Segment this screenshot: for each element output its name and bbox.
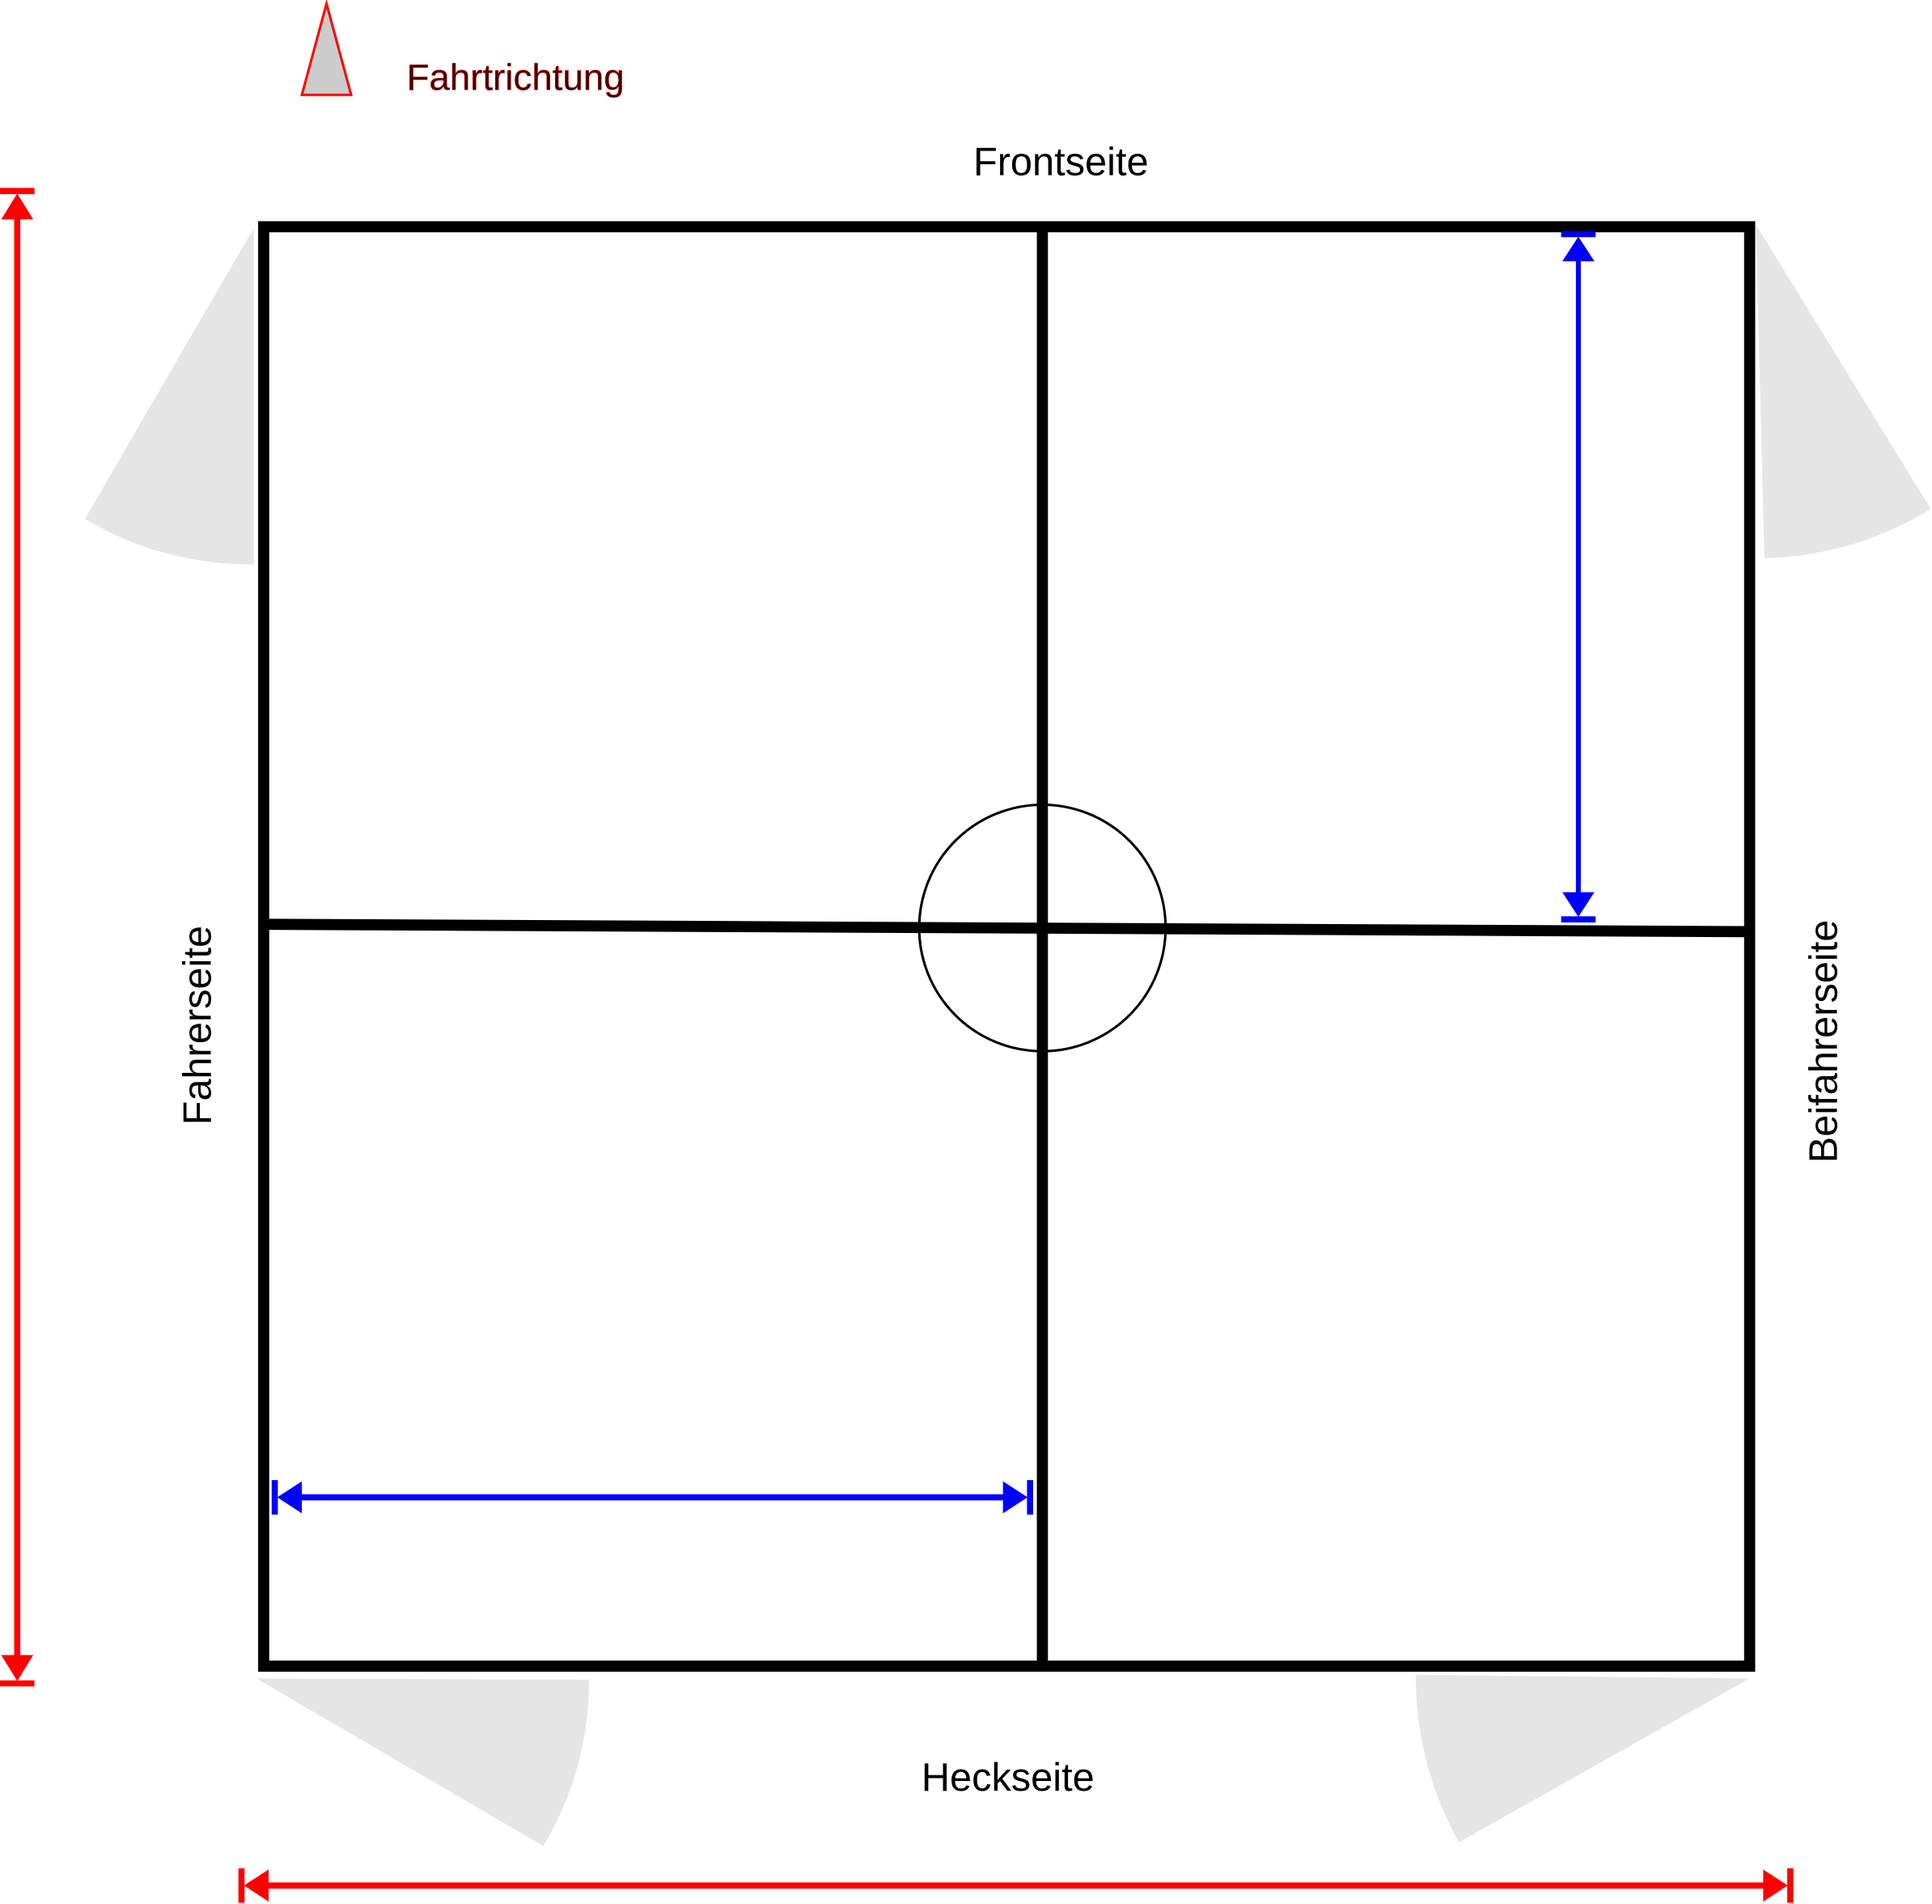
triangle-arrow-icon	[300, 0, 354, 96]
driver-side-label: Fahrerseite	[176, 926, 219, 1125]
overall-width-dimension	[238, 1868, 1794, 1903]
rear-side-label: Heckseite	[922, 1756, 1095, 1800]
door-sweep-rear-right	[1415, 1674, 1750, 1843]
front-side-label: Frontseite	[973, 140, 1149, 184]
direction-label: Fahrtrichtung	[407, 57, 625, 98]
door-sweep-rear-left	[256, 1678, 589, 1847]
inner-dimension-horizontal	[271, 1480, 1034, 1515]
door-sweep-front-left	[85, 227, 254, 565]
outer-frame	[258, 221, 1756, 1672]
inner-dimension-vertical	[1561, 231, 1596, 922]
center-horizontal-line	[263, 918, 1750, 938]
center-circle	[917, 803, 1167, 1053]
door-sweep-front-right	[1756, 224, 1931, 558]
overall-length-dimension	[0, 188, 35, 1687]
passenger-side-label: Beifahrerseite	[1803, 920, 1846, 1164]
